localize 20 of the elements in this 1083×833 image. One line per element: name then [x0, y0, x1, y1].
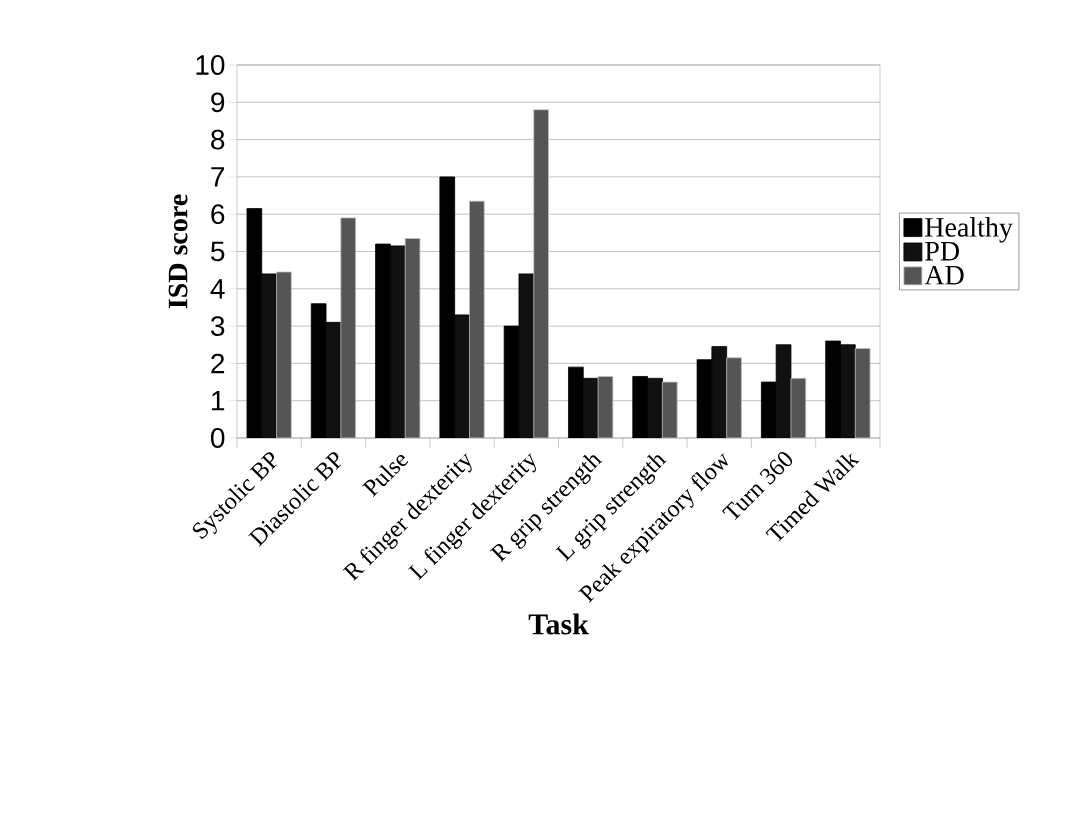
y-tick-label: 6 — [211, 204, 225, 225]
bar — [276, 271, 292, 438]
y-axis-title: ISD score — [168, 194, 188, 309]
legend-label: Healthy — [925, 217, 1013, 243]
y-tick-label: 9 — [211, 92, 225, 113]
bar — [533, 109, 549, 438]
legend-label: PD — [925, 242, 959, 261]
y-tick-label: 5 — [211, 241, 225, 262]
y-tick-label: 2 — [211, 353, 225, 374]
legend-label: AD — [924, 265, 964, 285]
x-axis-title: Task — [528, 613, 589, 635]
bar — [726, 357, 742, 438]
y-tick-label: 7 — [211, 167, 225, 187]
y-tick-label: 10 — [196, 55, 225, 75]
y-tick-label: 3 — [210, 316, 225, 336]
y-tick-label: 8 — [211, 129, 225, 150]
y-tick-label: 4 — [210, 279, 225, 299]
bar — [469, 200, 485, 438]
y-tick-label: 1 — [212, 391, 225, 411]
y-tick-label: 0 — [211, 428, 225, 448]
